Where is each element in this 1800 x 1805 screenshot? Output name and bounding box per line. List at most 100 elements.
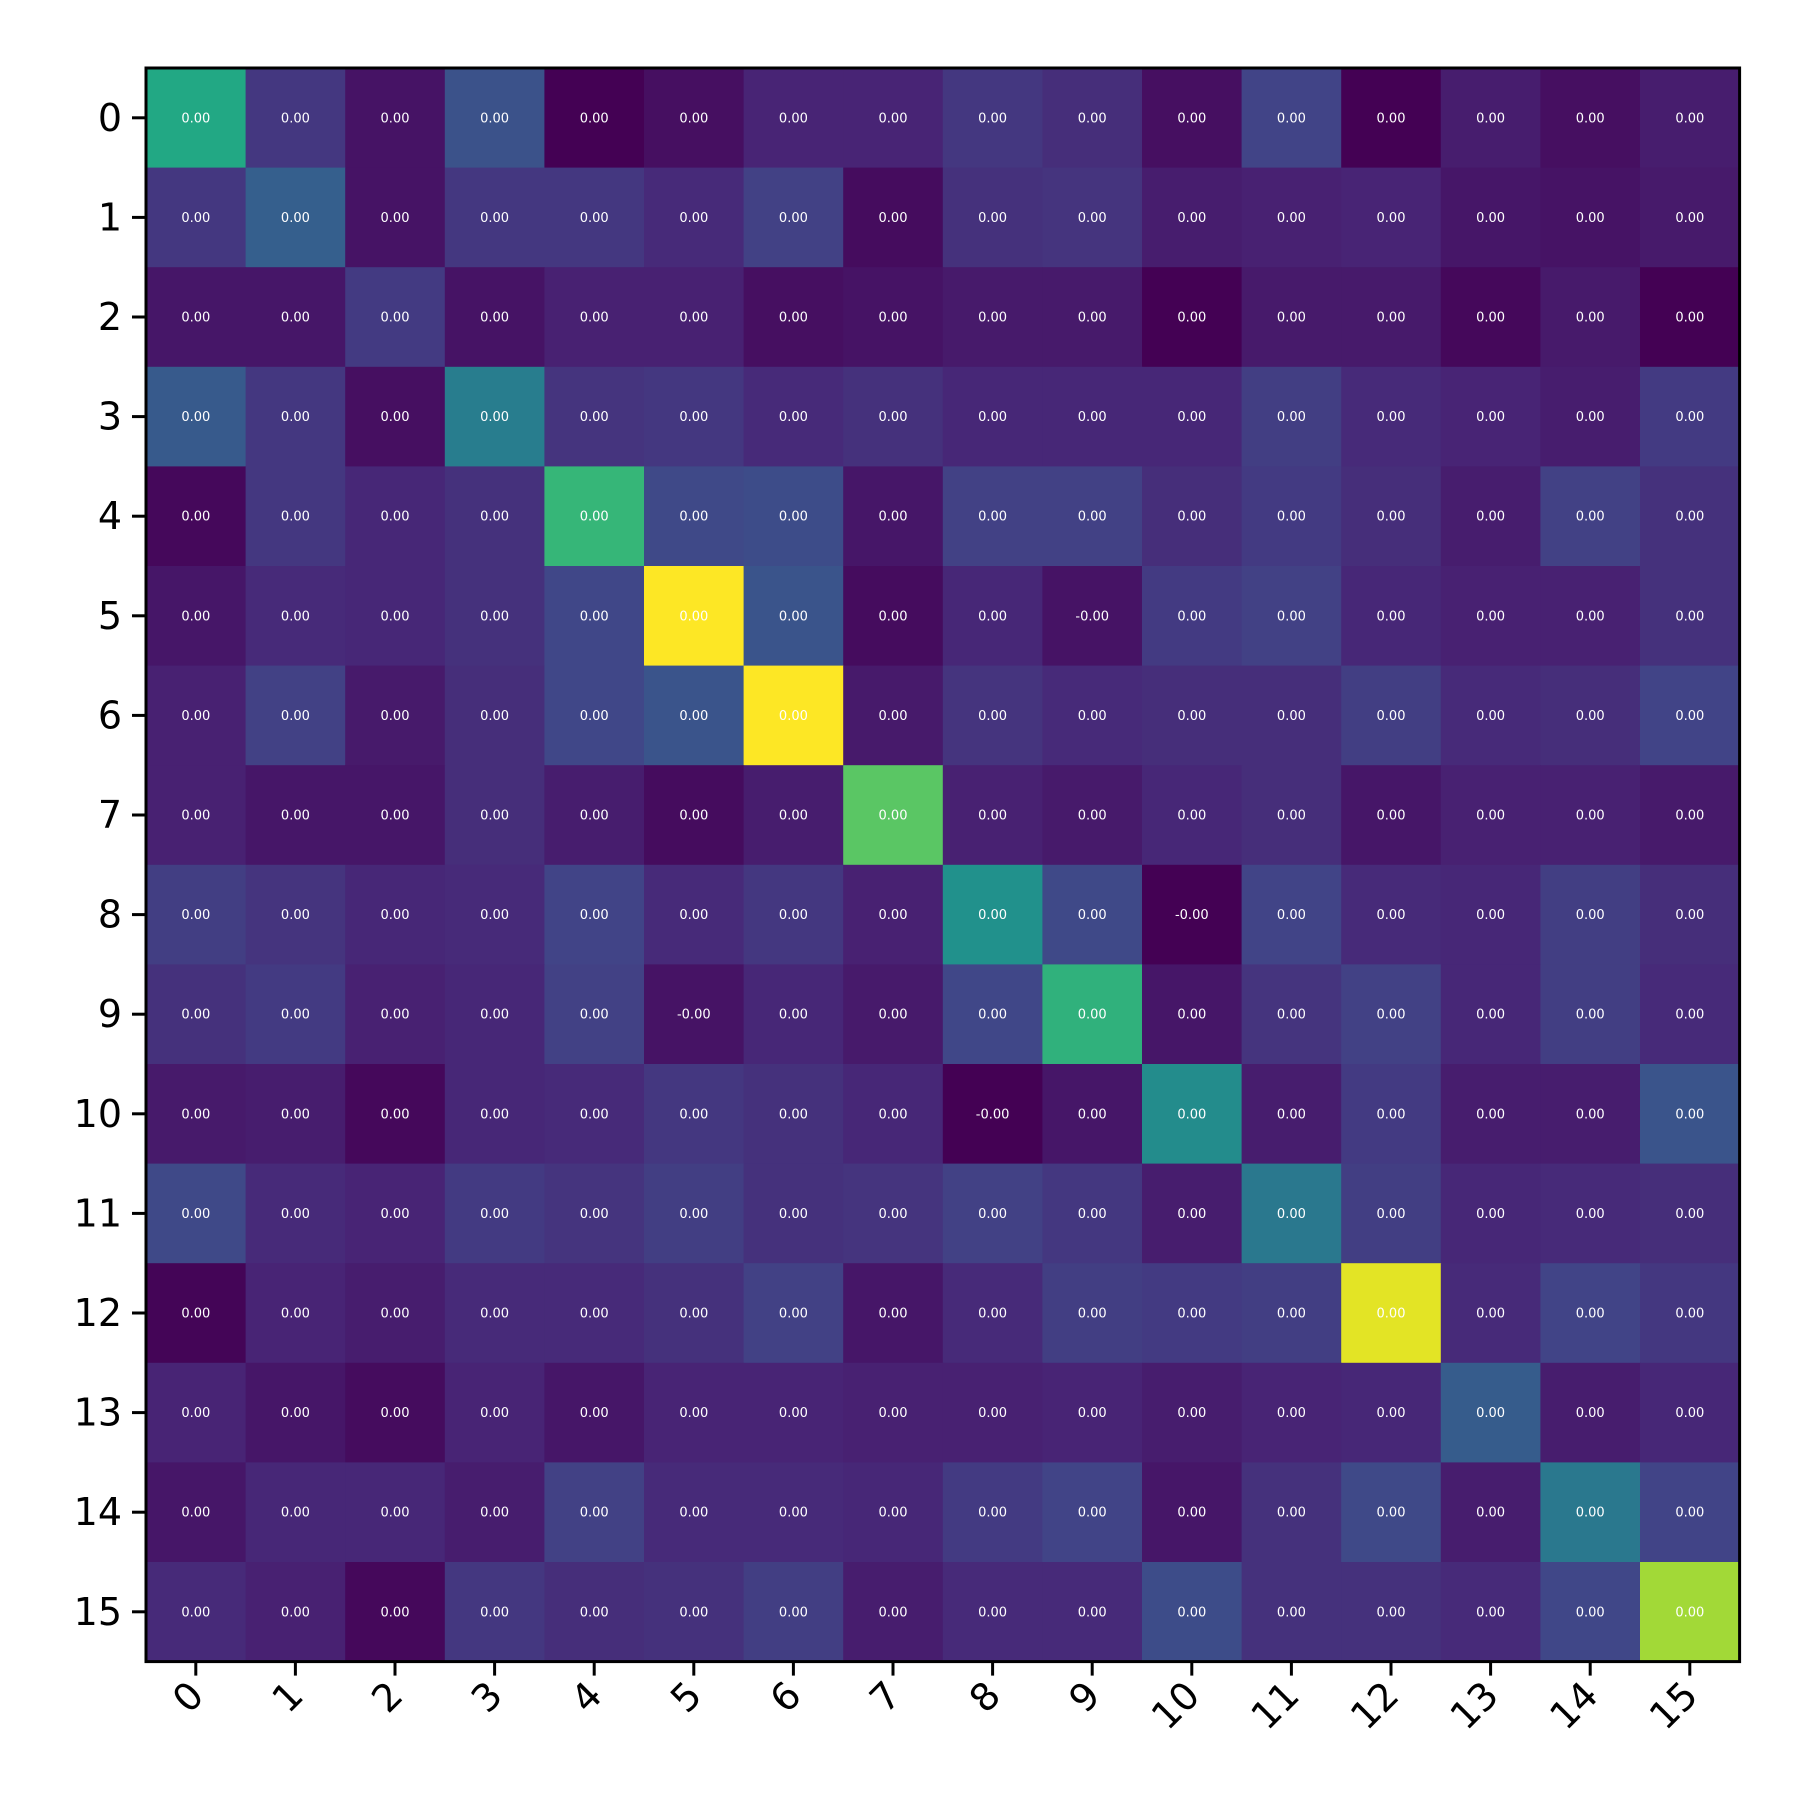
cell-value-label-6-0: 0.00 [181,709,210,724]
cell-value-label-10-11: 0.00 [1277,1107,1306,1122]
heatmap-cell-15-11 [1241,1562,1342,1663]
heatmap-cell-15-8 [942,1562,1043,1663]
cell-value-label-1-5: 0.00 [679,211,708,226]
heatmap-cell-14-15 [1640,1462,1741,1563]
cell-value-label-7-7: 0.00 [879,809,908,824]
heatmap-cell-3-5 [644,366,745,467]
cell-value-label-0-1: 0.00 [281,111,310,126]
cell-value-label-9-14: 0.00 [1576,1008,1605,1023]
cell-value-label-3-1: 0.00 [281,410,310,425]
heatmap-cell-10-4 [544,1064,645,1165]
cell-value-label-13-2: 0.00 [381,1406,410,1421]
cell-value-label-15-9: 0.00 [1078,1605,1107,1620]
heatmap-cell-7-15 [1640,765,1741,866]
cell-value-label-12-14: 0.00 [1576,1307,1605,1322]
heatmap-cell-13-3 [444,1362,545,1463]
cell-value-label-1-8: 0.00 [978,211,1007,226]
heatmap-cell-15-15 [1640,1562,1741,1663]
cell-value-label-1-10: 0.00 [1177,211,1206,226]
cell-value-label-8-13: 0.00 [1476,908,1505,923]
heatmap-cell-13-4 [544,1362,645,1463]
cell-value-label-13-13: 0.00 [1476,1406,1505,1421]
heatmap-cell-5-12 [1341,566,1442,667]
cell-value-label-6-11: 0.00 [1277,709,1306,724]
heatmap-cell-15-13 [1440,1562,1541,1663]
heatmap-cell-6-8 [942,665,1043,766]
cell-value-label-14-8: 0.00 [978,1506,1007,1521]
cell-value-label-15-6: 0.00 [779,1605,808,1620]
heatmap-cell-11-5 [644,1163,745,1264]
cell-value-label-5-1: 0.00 [281,609,310,624]
cell-value-label-6-3: 0.00 [480,709,509,724]
heatmap-cell-13-8 [942,1362,1043,1463]
cell-value-label-13-8: 0.00 [978,1406,1007,1421]
cell-value-label-12-4: 0.00 [580,1307,609,1322]
heatmap-cell-4-6 [743,466,844,567]
heatmap-cell-11-8 [942,1163,1043,1264]
heatmap-cell-6-3 [444,665,545,766]
cell-value-label-0-8: 0.00 [978,111,1007,126]
cell-value-label-3-14: 0.00 [1576,410,1605,425]
cell-value-label-12-5: 0.00 [679,1307,708,1322]
cell-value-label-3-0: 0.00 [181,410,210,425]
heatmap-cell-2-13 [1440,267,1541,368]
heatmap-cell-5-11 [1241,566,1342,667]
cell-value-label-9-0: 0.00 [181,1008,210,1023]
heatmap-cell-9-12 [1341,964,1442,1065]
heatmap-cell-10-13 [1440,1064,1541,1165]
heatmap-cell-5-2 [345,566,446,667]
cell-value-label-15-2: 0.00 [381,1605,410,1620]
heatmap-cell-4-7 [843,466,944,567]
heatmap-cell-12-13 [1440,1263,1541,1364]
heatmap-cell-1-12 [1341,167,1442,268]
heatmap-cell-3-14 [1540,366,1641,467]
cell-value-label-14-5: 0.00 [679,1506,708,1521]
cell-value-label-15-10: 0.00 [1177,1605,1206,1620]
y-tick-label-8: 8 [98,893,122,937]
heatmap-cell-11-15 [1640,1163,1741,1264]
cell-value-label-11-2: 0.00 [381,1207,410,1222]
heatmap-cell-1-15 [1640,167,1741,268]
heatmap-cell-13-15 [1640,1362,1741,1463]
cell-value-label-6-9: 0.00 [1078,709,1107,724]
heatmap-cell-6-2 [345,665,446,766]
cell-value-label-13-7: 0.00 [879,1406,908,1421]
cell-value-label-12-0: 0.00 [181,1307,210,1322]
cell-value-label-6-12: 0.00 [1377,709,1406,724]
cell-value-label-2-10: 0.00 [1177,311,1206,326]
heatmap-cell-8-10 [1142,864,1243,965]
cell-value-label-14-9: 0.00 [1078,1506,1107,1521]
heatmap-cell-5-1 [245,566,346,667]
cell-value-label-11-3: 0.00 [480,1207,509,1222]
cell-value-label-2-12: 0.00 [1377,311,1406,326]
y-tick-label-2: 2 [98,295,122,339]
heatmap-cell-13-0 [146,1362,247,1463]
cell-value-label-5-3: 0.00 [480,609,509,624]
cell-value-label-5-9: -0.00 [1075,609,1109,624]
heatmap-cell-10-10 [1142,1064,1243,1165]
y-tick-label-13: 13 [74,1391,122,1435]
heatmap-cell-14-6 [743,1462,844,1563]
cell-value-label-4-7: 0.00 [879,510,908,525]
heatmap-cell-0-7 [843,68,944,169]
heatmap-cell-3-4 [544,366,645,467]
cell-value-label-12-15: 0.00 [1675,1307,1704,1322]
heatmap-cell-9-6 [743,964,844,1065]
heatmap-cell-5-7 [843,566,944,667]
heatmap-cell-12-6 [743,1263,844,1364]
cell-value-label-8-0: 0.00 [181,908,210,923]
cell-value-label-15-11: 0.00 [1277,1605,1306,1620]
heatmap-cell-11-13 [1440,1163,1541,1264]
heatmap-cell-5-4 [544,566,645,667]
cell-value-label-14-1: 0.00 [281,1506,310,1521]
cell-value-label-1-6: 0.00 [779,211,808,226]
cell-value-label-13-1: 0.00 [281,1406,310,1421]
heatmap-cell-0-14 [1540,68,1641,169]
cell-value-label-10-13: 0.00 [1476,1107,1505,1122]
cell-value-label-3-7: 0.00 [879,410,908,425]
heatmap-cell-2-12 [1341,267,1442,368]
cell-value-label-9-6: 0.00 [779,1008,808,1023]
cell-value-label-7-0: 0.00 [181,809,210,824]
cell-value-label-9-4: 0.00 [580,1008,609,1023]
heatmap-cell-12-12 [1341,1263,1442,1364]
